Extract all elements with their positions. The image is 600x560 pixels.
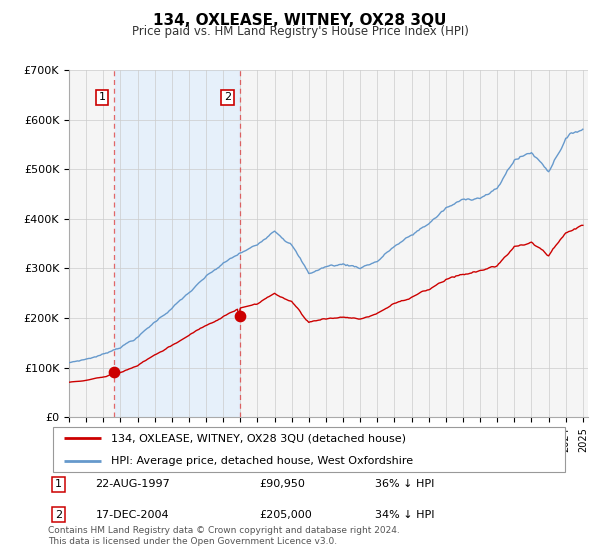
Text: 2: 2 [224, 92, 231, 102]
Text: 34% ↓ HPI: 34% ↓ HPI [376, 510, 435, 520]
Text: 134, OXLEASE, WITNEY, OX28 3QU (detached house): 134, OXLEASE, WITNEY, OX28 3QU (detached… [112, 433, 406, 444]
Text: 1: 1 [98, 92, 106, 102]
Text: 1: 1 [55, 479, 62, 489]
Text: £90,950: £90,950 [259, 479, 305, 489]
Text: £205,000: £205,000 [259, 510, 312, 520]
Text: 22-AUG-1997: 22-AUG-1997 [95, 479, 170, 489]
FancyBboxPatch shape [53, 427, 565, 472]
Text: Contains HM Land Registry data © Crown copyright and database right 2024.
This d: Contains HM Land Registry data © Crown c… [48, 526, 400, 546]
Text: HPI: Average price, detached house, West Oxfordshire: HPI: Average price, detached house, West… [112, 456, 413, 466]
Text: 2: 2 [55, 510, 62, 520]
Text: 17-DEC-2004: 17-DEC-2004 [95, 510, 169, 520]
Text: 134, OXLEASE, WITNEY, OX28 3QU: 134, OXLEASE, WITNEY, OX28 3QU [154, 13, 446, 28]
Text: Price paid vs. HM Land Registry's House Price Index (HPI): Price paid vs. HM Land Registry's House … [131, 25, 469, 38]
Text: 36% ↓ HPI: 36% ↓ HPI [376, 479, 435, 489]
Point [235, 311, 244, 320]
Point [109, 367, 119, 376]
